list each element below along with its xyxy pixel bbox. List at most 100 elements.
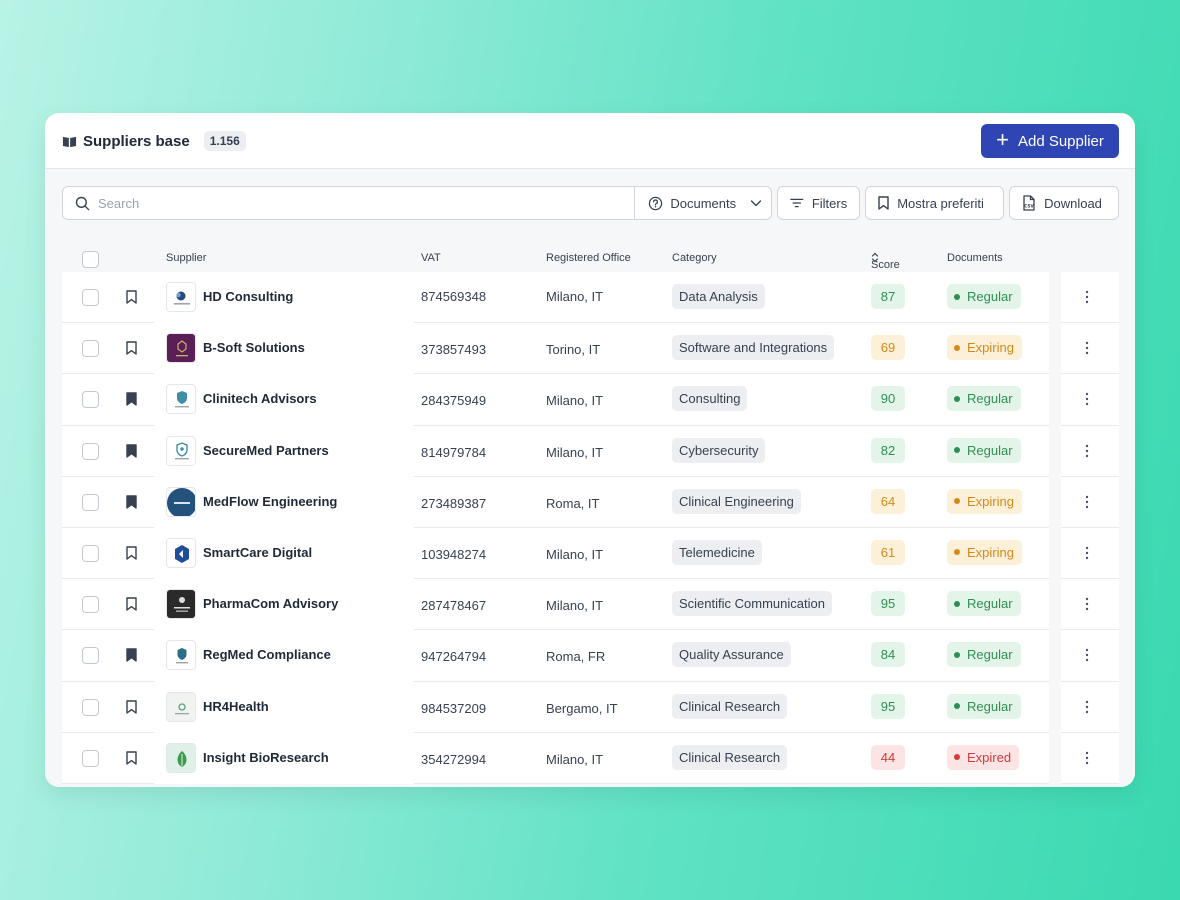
filters-button[interactable]: Filters xyxy=(777,186,861,220)
clinitech-logo xyxy=(166,384,196,415)
more-vertical-icon[interactable] xyxy=(1082,696,1092,718)
document-status-label: Expiring xyxy=(967,340,1014,356)
status-dot xyxy=(954,754,960,761)
score-badge: 84 xyxy=(871,642,905,668)
more-vertical-icon[interactable] xyxy=(1082,440,1092,462)
table-row[interactable]: SmartCare Digital 103948274 Milano, IT T… xyxy=(62,527,1119,580)
bookmark-filled-icon[interactable] xyxy=(126,495,137,509)
document-status-label: Regular xyxy=(967,596,1013,612)
more-vertical-icon[interactable] xyxy=(1082,491,1092,513)
supplier-name[interactable]: HR4Health xyxy=(203,698,269,714)
row-divider xyxy=(62,629,154,631)
hd-consulting-logo xyxy=(166,282,196,312)
row-checkbox[interactable] xyxy=(82,698,99,716)
row-checkbox[interactable] xyxy=(82,493,99,511)
bookmark-filled-icon[interactable] xyxy=(126,392,137,407)
document-status-badge: Expiring xyxy=(947,335,1022,361)
row-checkbox[interactable] xyxy=(82,391,99,409)
table-row[interactable]: SecureMed Partners 814979784 Milano, IT … xyxy=(62,425,1119,477)
show-favorites-button[interactable]: Mostra preferiti xyxy=(865,186,1005,220)
row-checkbox[interactable] xyxy=(82,749,99,767)
table-row[interactable]: HD Consulting 874569348 Milano, IT Data … xyxy=(62,272,1119,324)
bookmark-icon[interactable] xyxy=(126,597,137,611)
more-vertical-icon[interactable] xyxy=(1082,388,1092,410)
supplier-name[interactable]: PharmaCom Advisory xyxy=(203,596,339,612)
row-divider xyxy=(62,578,154,580)
row-divider xyxy=(62,373,154,375)
row-divider xyxy=(414,424,1049,426)
show-favorites-label: Mostra preferiti xyxy=(897,195,984,211)
more-vertical-icon[interactable] xyxy=(1082,286,1092,308)
supplier-name[interactable]: Insight BioResearch xyxy=(203,749,329,765)
document-status-badge: Expiring xyxy=(947,488,1022,514)
row-checkbox[interactable] xyxy=(82,442,99,460)
download-button[interactable]: CSV Download xyxy=(1009,186,1119,220)
bookmark-icon[interactable] xyxy=(126,699,137,714)
more-vertical-icon[interactable] xyxy=(1082,542,1092,564)
registered-office: Roma, IT xyxy=(546,495,600,511)
suppliers-table: Supplier VAT Registered Office Category … xyxy=(62,245,1119,784)
row-checkbox[interactable] xyxy=(82,289,99,306)
more-vertical-icon[interactable] xyxy=(1082,644,1092,666)
row-checkbox[interactable] xyxy=(82,340,99,358)
supplier-name[interactable]: Clinitech Advisors xyxy=(203,391,317,407)
row-checkbox[interactable] xyxy=(82,544,99,562)
securemed-logo xyxy=(166,435,196,466)
vat-number: 874569348 xyxy=(421,289,487,304)
row-divider xyxy=(414,731,1049,733)
bookmark-icon xyxy=(878,196,889,210)
category-tag: Clinical Research xyxy=(672,744,788,770)
vat-number: 947264794 xyxy=(421,649,487,665)
table-row[interactable]: Clinitech Advisors 284375949 Milano, IT … xyxy=(62,374,1119,426)
more-vertical-icon[interactable] xyxy=(1082,747,1092,769)
supplier-name[interactable]: RegMed Compliance xyxy=(203,647,331,663)
bookmark-filled-icon[interactable] xyxy=(126,443,137,458)
more-vertical-icon[interactable] xyxy=(1082,337,1092,359)
bookmark-filled-icon[interactable] xyxy=(126,648,137,663)
select-all-checkbox[interactable] xyxy=(82,251,99,268)
documents-dropdown[interactable]: Documents xyxy=(634,186,773,220)
add-supplier-button[interactable]: + Add Supplier xyxy=(981,124,1119,158)
row-divider xyxy=(414,373,1049,375)
row-actions-cell xyxy=(1061,527,1119,580)
table-row[interactable]: RegMed Compliance 947264794 Roma, FR Qua… xyxy=(62,630,1119,682)
document-status-badge: Regular xyxy=(947,693,1021,719)
document-status-label: Expired xyxy=(967,749,1012,765)
registered-office: Torino, IT xyxy=(546,342,601,358)
table-row[interactable]: MedFlow Engineering 273489387 Roma, IT C… xyxy=(62,476,1119,528)
more-vertical-icon[interactable] xyxy=(1082,593,1092,615)
category-tag: Data Analysis xyxy=(672,284,765,309)
row-divider xyxy=(1061,322,1119,324)
row-actions-cell xyxy=(1061,272,1119,324)
row-divider xyxy=(1061,731,1119,733)
supplier-name[interactable]: HD Consulting xyxy=(203,289,294,304)
category-tag: Quality Assurance xyxy=(672,642,791,668)
bookmark-icon[interactable] xyxy=(126,750,137,765)
row-divider xyxy=(414,629,1049,631)
supplier-name[interactable]: MedFlow Engineering xyxy=(203,493,338,509)
score-badge: 90 xyxy=(871,386,905,412)
table-row[interactable]: PharmaCom Advisory 287478467 Milano, IT … xyxy=(62,579,1119,631)
row-checkbox[interactable] xyxy=(82,596,99,614)
supplier-name[interactable]: B-Soft Solutions xyxy=(203,340,305,356)
score-badge: 95 xyxy=(871,591,905,617)
card-header: Suppliers base 1.156 + Add Supplier xyxy=(45,113,1135,169)
document-status-label: Regular xyxy=(967,698,1013,714)
table-row[interactable]: Insight BioResearch 354272994 Milano, IT… xyxy=(62,732,1119,784)
supplier-name[interactable]: SmartCare Digital xyxy=(203,544,313,560)
col-score[interactable]: Score xyxy=(871,252,900,271)
row-actions-cell xyxy=(1061,630,1119,682)
plus-icon: + xyxy=(996,127,1009,152)
registered-office: Milano, IT xyxy=(546,546,604,562)
bookmark-icon[interactable] xyxy=(126,290,137,304)
row-checkbox[interactable] xyxy=(82,647,99,665)
supplier-name[interactable]: SecureMed Partners xyxy=(203,442,329,458)
table-row[interactable]: HR4Health 984537209 Bergamo, IT Clinical… xyxy=(62,681,1119,733)
search-input[interactable] xyxy=(98,195,598,211)
vat-number: 354272994 xyxy=(421,751,487,767)
bookmark-icon[interactable] xyxy=(126,546,137,560)
table-row[interactable]: B-Soft Solutions 373857493 Torino, IT So… xyxy=(62,323,1119,375)
vat-number: 984537209 xyxy=(421,700,487,716)
document-status-label: Regular xyxy=(967,391,1013,407)
bookmark-icon[interactable] xyxy=(126,341,137,355)
